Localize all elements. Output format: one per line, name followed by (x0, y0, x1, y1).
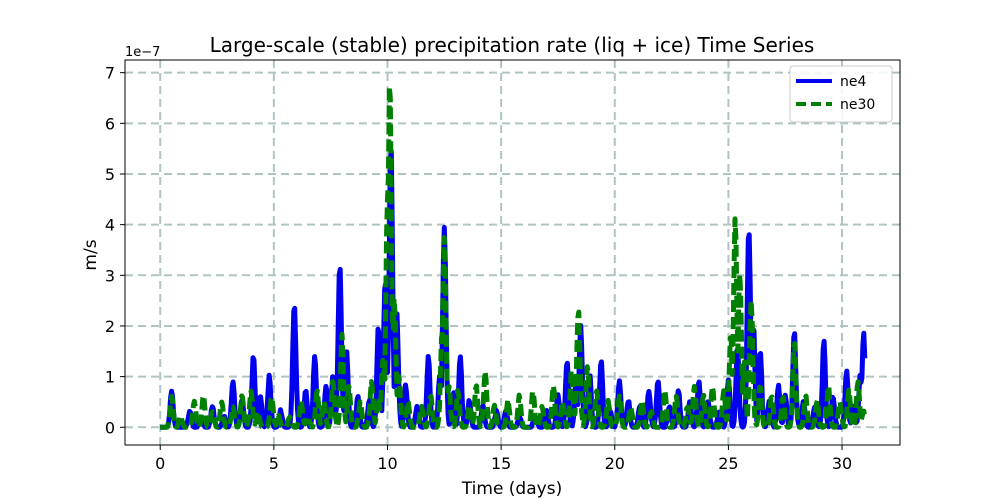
y-tick-label: 2 (105, 317, 115, 336)
y-axis: 0 1 2 3 4 5 6 7 (105, 64, 125, 437)
series-layer (158, 84, 868, 430)
x-axis: 0 5 10 15 20 25 30 (155, 445, 852, 473)
x-tick-label: 0 (155, 454, 165, 473)
plot-frame (124, 59, 901, 446)
legend: ne4 ne30 (789, 65, 893, 123)
y-tick-label: 0 (105, 418, 115, 437)
y-axis-label: m/s (81, 239, 101, 270)
legend-label-ne4: ne4 (840, 74, 866, 90)
y-offset-label: 1e−7 (125, 45, 160, 60)
y-tick-label: 1 (105, 368, 115, 387)
x-tick-label: 15 (491, 454, 511, 473)
x-tick-label: 10 (377, 454, 397, 473)
chart-title: Large-scale (stable) precipitation rate … (210, 33, 815, 57)
y-tick-label: 4 (105, 216, 115, 235)
x-tick-label: 30 (832, 454, 852, 473)
x-tick-label: 5 (269, 454, 279, 473)
x-tick-label: 25 (718, 454, 738, 473)
series-line-ne30 (158, 84, 868, 430)
y-tick-label: 7 (105, 64, 115, 83)
x-tick-label: 20 (605, 454, 625, 473)
y-tick-label: 3 (105, 266, 115, 285)
y-tick-label: 6 (105, 114, 115, 133)
y-tick-label: 5 (105, 165, 115, 184)
grid-lines (125, 60, 900, 445)
x-axis-label: Time (days) (461, 479, 562, 499)
legend-label-ne30: ne30 (840, 97, 875, 113)
